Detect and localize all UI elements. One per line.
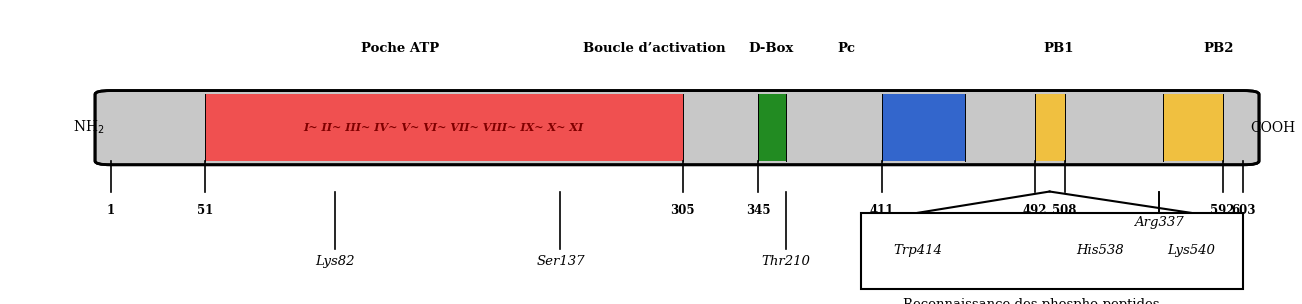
Text: Ser137: Ser137: [536, 255, 585, 268]
Text: Lys82: Lys82: [315, 255, 354, 268]
Text: Pc: Pc: [837, 42, 855, 55]
Text: 592: 592: [1211, 204, 1236, 217]
Text: 508: 508: [1052, 204, 1077, 217]
Text: NH$_2$: NH$_2$: [73, 119, 104, 136]
Text: Reconnaissance des phospho-peptides: Reconnaissance des phospho-peptides: [902, 298, 1159, 304]
Text: PB2: PB2: [1203, 42, 1234, 55]
Bar: [862, 213, 1243, 289]
Text: COOH: COOH: [1250, 121, 1295, 135]
Text: I~ II~ III~ IV~ V~ VI~ VII~ VIII~ IX~ X~ XI: I~ II~ III~ IV~ V~ VI~ VII~ VIII~ IX~ X~…: [303, 122, 583, 133]
Text: 345: 345: [746, 204, 771, 217]
Text: Boucle d’activation: Boucle d’activation: [583, 42, 725, 55]
Bar: [1163, 94, 1223, 161]
Text: His538: His538: [1077, 244, 1124, 257]
Text: 305: 305: [671, 204, 695, 217]
Bar: [204, 94, 682, 161]
Text: Arg337: Arg337: [1134, 216, 1184, 229]
Text: 1: 1: [107, 204, 115, 217]
Bar: [965, 94, 1035, 161]
Text: Thr210: Thr210: [762, 255, 811, 268]
Text: Poche ATP: Poche ATP: [362, 42, 440, 55]
Text: 603: 603: [1232, 204, 1255, 217]
Text: Trp414: Trp414: [893, 244, 943, 257]
Bar: [682, 94, 758, 161]
Text: 411: 411: [870, 204, 894, 217]
Bar: [1223, 94, 1243, 161]
FancyBboxPatch shape: [95, 91, 1259, 165]
Bar: [111, 94, 204, 161]
Bar: [786, 94, 883, 161]
Bar: [1065, 94, 1163, 161]
Text: 492: 492: [1022, 204, 1047, 217]
Text: 51: 51: [197, 204, 212, 217]
Bar: [1035, 94, 1065, 161]
Bar: [883, 94, 965, 161]
Text: Arg337: Arg337: [1134, 255, 1184, 268]
Text: D-Box: D-Box: [749, 42, 794, 55]
Text: Lys540: Lys540: [1167, 244, 1215, 257]
Bar: [758, 94, 786, 161]
Text: PB1: PB1: [1044, 42, 1074, 55]
